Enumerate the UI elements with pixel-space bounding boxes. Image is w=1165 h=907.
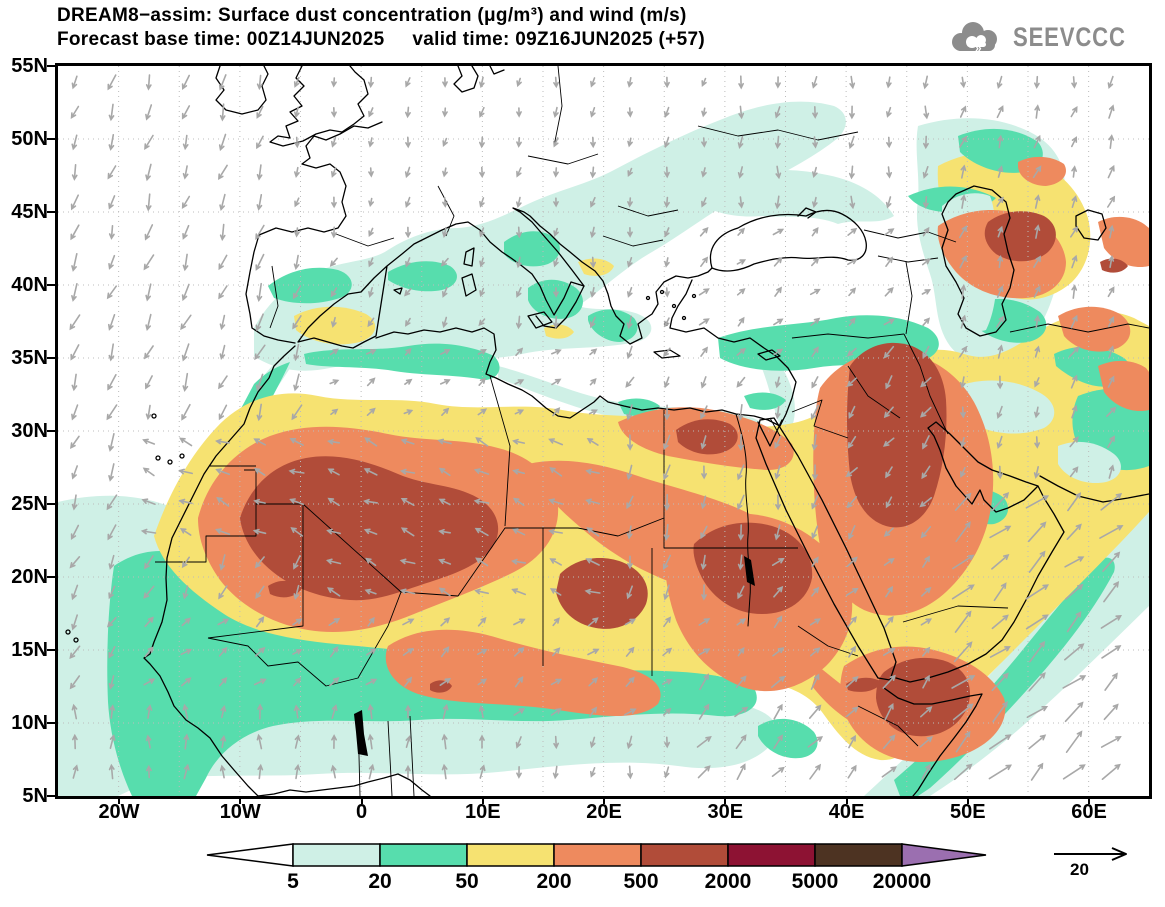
lon-tick-label: 20E [586,801,622,823]
lat-tick-mark [47,649,55,651]
colorbar-level-label: 5000 [791,870,839,893]
lat-tick-label: 40N [11,274,48,296]
lat-tick-label: 5N [22,785,48,807]
lon-tick-label: 20W [98,801,140,823]
colorbar: 5 20 50 200 500 2000 5000 20000 [205,843,995,903]
lat-tick-mark [47,65,55,67]
lat-tick-mark [47,284,55,286]
lat-tick-label: 55N [11,55,48,77]
lat-tick-mark [47,430,55,432]
lat-tick-mark [47,795,55,797]
wind-reference-arrow [1054,847,1127,861]
lon-tick-mark [239,796,242,804]
map-canvas [58,66,1149,796]
lat-tick-label: 20N [11,566,48,588]
dust-fill-level-500-2000 [240,211,1128,737]
lon-tick-mark [724,796,727,804]
lat-tick-mark [47,357,55,359]
lat-tick-label: 25N [11,493,48,515]
colorbar-level-label: 2000 [704,870,752,893]
lakes [354,556,755,756]
colorbar-level-label: 20000 [872,870,932,893]
lat-tick-mark [47,722,55,724]
graticule [58,66,1149,796]
lat-tick-mark [47,138,55,140]
logo-text: SEEVCCC [1013,21,1127,52]
lon-tick-mark [360,796,363,804]
lon-tick-label: 10E [464,801,501,823]
colorbar-box [727,843,816,867]
plot-title: DREAM8−assim: Surface dust concentration… [57,5,687,26]
coastlines [65,66,1149,796]
lon-tick-mark [118,796,120,804]
colorbar-box [553,843,642,867]
cloud-icon: » [952,22,998,55]
colorbar-over-arrow [901,843,987,867]
lat-tick-label: 15N [11,639,48,661]
wind-reference-label: 20 [1070,860,1089,879]
map-frame [55,63,1152,799]
lon-tick-label: 0 [355,801,368,823]
colorbar-level-label: 5 [287,870,299,893]
wind-reference: 20 [1052,845,1142,890]
colorbar-level-label: 20 [368,870,392,893]
colorbar-box [379,843,468,867]
lon-tick-mark [966,796,969,804]
lat-tick-mark [47,576,55,578]
lon-tick-label: 10W [219,801,261,823]
lon-tick-label: 40E [828,801,865,823]
svg-text:»: » [975,41,982,55]
colorbar-level-label: 500 [623,870,659,893]
lon-tick-label: 30E [707,801,744,823]
country-borders [155,66,1149,796]
wind-vector-field [69,74,1124,781]
colorbar-level-label: 50 [455,870,479,893]
lat-tick-mark [47,503,55,505]
colorbar-level-label: 200 [536,870,572,893]
lat-tick-label: 45N [11,201,48,223]
lon-tick-mark [845,796,848,804]
lon-tick-mark [603,796,605,804]
lat-tick-label: 35N [11,347,48,369]
lon-tick-mark [1088,796,1090,804]
plot-subtitle: Forecast base time: 00Z14JUN2025 valid t… [57,29,705,50]
lon-tick-label: 50E [949,801,986,823]
lon-tick-label: 60E [1071,801,1107,823]
lon-tick-mark [481,796,484,804]
seevccc-logo: » SEEVCCC [945,18,1151,56]
colorbar-box [292,843,381,867]
colorbar-under-arrow [206,843,294,867]
lat-tick-label: 10N [11,712,48,734]
lat-tick-label: 50N [11,128,48,150]
lat-tick-label: 30N [11,420,48,442]
colorbar-box [466,843,555,867]
colorbar-box [814,843,903,867]
colorbar-box [640,843,729,867]
lat-tick-mark [47,211,55,213]
